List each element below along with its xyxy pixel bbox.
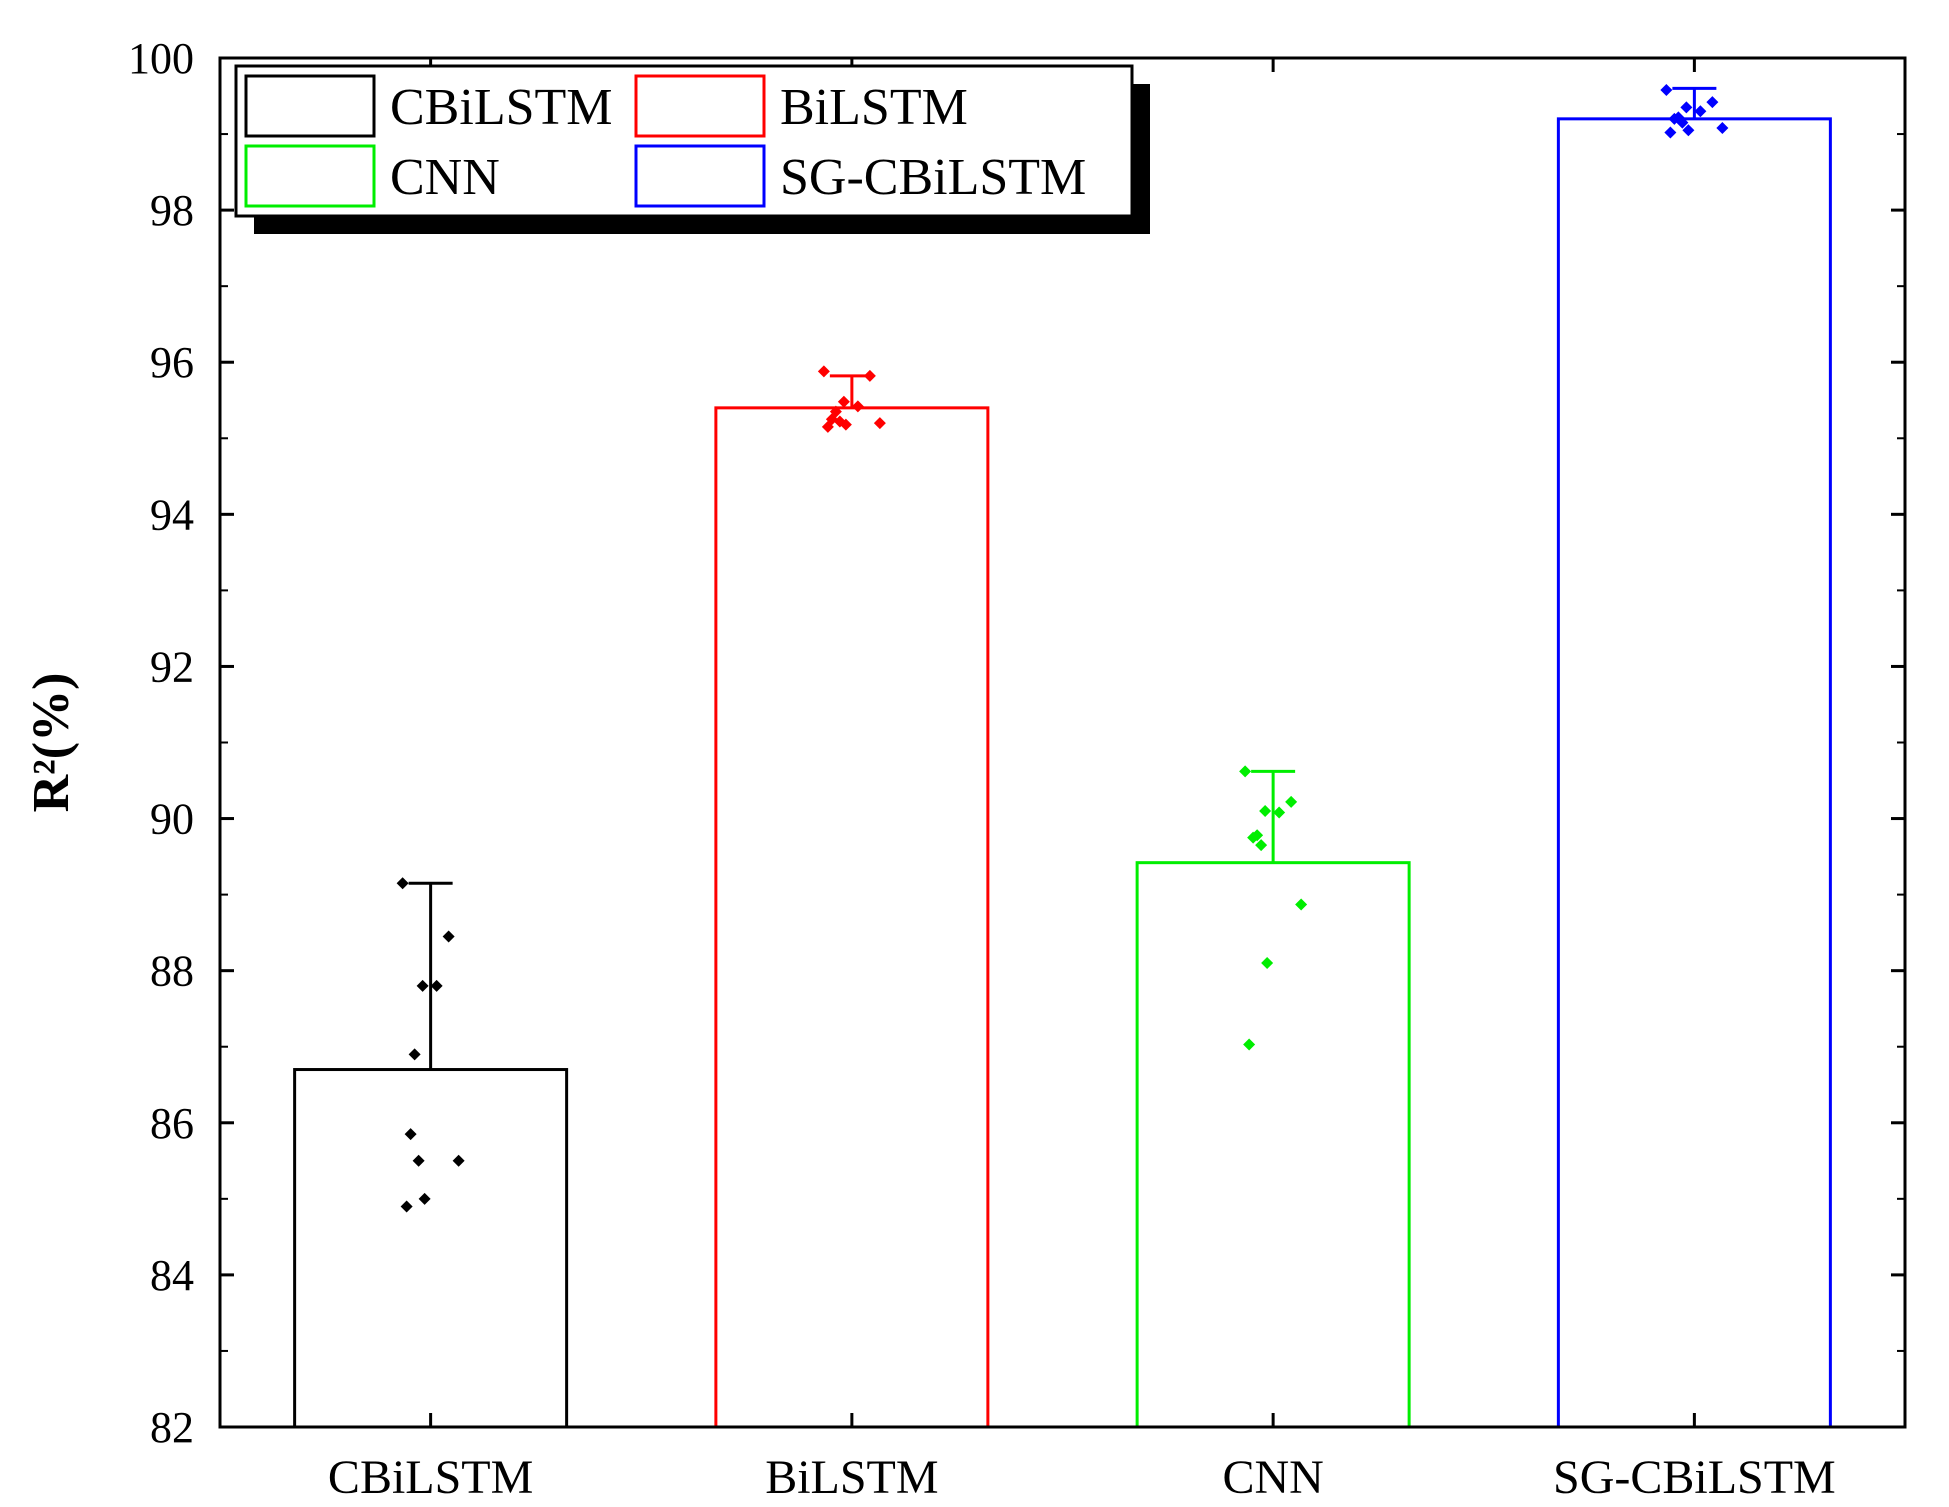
y-axis-title: R²(%) bbox=[23, 673, 80, 813]
data-point-CBiLSTM bbox=[412, 1154, 425, 1167]
data-point-CNN bbox=[1259, 804, 1272, 817]
y-tick-label: 82 bbox=[150, 1403, 194, 1452]
data-point-CBiLSTM bbox=[396, 877, 409, 890]
data-point-CBiLSTM bbox=[418, 1192, 431, 1205]
data-point-BiLSTM bbox=[821, 420, 834, 433]
legend: CBiLSTM BiLSTM CNN SG-CBiLSTM bbox=[234, 64, 1150, 234]
plot-frame bbox=[218, 56, 1907, 1429]
data-point-CBiLSTM bbox=[400, 1200, 413, 1213]
y-tick-label: 92 bbox=[150, 642, 194, 691]
data-point-SG-CBiLSTM bbox=[1716, 121, 1729, 134]
data-point-SG-CBiLSTM bbox=[1664, 126, 1677, 139]
data-point-SG-CBiLSTM bbox=[1682, 124, 1695, 137]
bar-SG-CBiLSTM bbox=[1556, 117, 1832, 1429]
y-tick-label: 96 bbox=[150, 338, 194, 387]
legend-label-BiLSTM: BiLSTM bbox=[780, 79, 968, 136]
scatter-points-layer bbox=[396, 83, 1729, 1213]
legend-swatch-BiLSTM bbox=[634, 74, 766, 138]
y-tick-label: 100 bbox=[128, 34, 194, 83]
data-point-SG-CBiLSTM bbox=[1680, 101, 1693, 114]
data-point-CBiLSTM bbox=[416, 979, 429, 992]
data-point-SG-CBiLSTM bbox=[1694, 105, 1707, 118]
y-tick-label: 84 bbox=[150, 1251, 194, 1300]
data-point-BiLSTM bbox=[817, 365, 830, 378]
y-tick-label: 90 bbox=[150, 795, 194, 844]
y-tick-label: 94 bbox=[150, 490, 194, 539]
bar-CNN bbox=[1135, 861, 1411, 1429]
data-point-CNN bbox=[1243, 1038, 1256, 1051]
x-tick-label: SG-CBiLSTM bbox=[1553, 1451, 1836, 1504]
data-point-CBiLSTM bbox=[430, 979, 443, 992]
data-point-CNN bbox=[1255, 839, 1268, 852]
x-tick-label: CNN bbox=[1222, 1451, 1323, 1504]
data-point-CBiLSTM bbox=[404, 1128, 417, 1141]
data-point-BiLSTM bbox=[873, 417, 886, 430]
legend-box bbox=[234, 64, 1134, 218]
legend-label-CNN: CNN bbox=[390, 149, 500, 206]
data-point-BiLSTM bbox=[863, 369, 876, 382]
data-point-BiLSTM bbox=[851, 400, 864, 413]
data-point-SG-CBiLSTM bbox=[1706, 96, 1719, 109]
data-point-SG-CBiLSTM bbox=[1676, 116, 1689, 129]
y-tick-label: 88 bbox=[150, 947, 194, 996]
legend-label-CBiLSTM: CBiLSTM bbox=[390, 79, 613, 136]
bars-layer bbox=[293, 117, 1832, 1429]
y-tick-label: 98 bbox=[150, 186, 194, 235]
data-point-CNN bbox=[1247, 831, 1260, 844]
bar-CBiLSTM bbox=[293, 1068, 569, 1429]
legend-swatch-CNN bbox=[244, 144, 376, 208]
x-tick-label: CBiLSTM bbox=[328, 1451, 533, 1504]
bar-BiLSTM bbox=[714, 406, 990, 1429]
data-point-CBiLSTM bbox=[452, 1154, 465, 1167]
legend-swatch-CBiLSTM bbox=[244, 74, 376, 138]
error-bars-layer bbox=[408, 86, 1717, 1070]
data-point-CNN bbox=[1261, 957, 1274, 970]
legend-swatch-SG-CBiLSTM bbox=[634, 144, 766, 208]
y-tick-label: 86 bbox=[150, 1099, 194, 1148]
axes-layer: 82 84 86 88 90 92 94 96 98 100 CBiLSTM BiLSTM CNN SG-… bbox=[128, 34, 1907, 1504]
x-tick-label: BiLSTM bbox=[765, 1451, 938, 1504]
data-point-BiLSTM bbox=[839, 418, 852, 431]
data-point-CNN bbox=[1285, 795, 1298, 808]
legend-label-SG-CBiLSTM: SG-CBiLSTM bbox=[780, 149, 1086, 206]
data-point-CBiLSTM bbox=[408, 1048, 421, 1061]
data-point-CBiLSTM bbox=[442, 930, 455, 943]
data-point-BiLSTM bbox=[837, 395, 850, 408]
data-point-CNN bbox=[1273, 806, 1286, 819]
data-point-CNN bbox=[1239, 765, 1252, 778]
data-point-SG-CBiLSTM bbox=[1660, 83, 1673, 96]
data-point-CNN bbox=[1295, 898, 1308, 911]
